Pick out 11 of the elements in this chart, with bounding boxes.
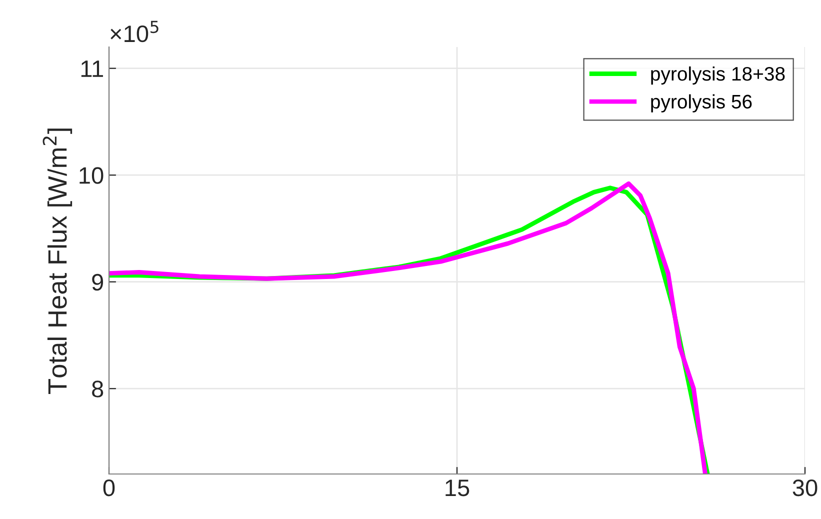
legend-label: pyrolysis 18+38 <box>651 66 785 85</box>
y-tick-label: 10 <box>80 167 104 184</box>
text: ×10$^{5}$ <box>110 20 158 42</box>
x-tick-label: 15 <box>446 480 470 496</box>
x-tick-label: 0 <box>103 479 115 496</box>
y-tick-label: 9 <box>92 274 104 291</box>
x-tick-label: 30 <box>792 479 818 496</box>
y-tick-label: 11 <box>81 60 103 77</box>
y-axis-title: Total Heat Flux [W/m$^{2}$] <box>42 128 72 394</box>
legend-label: pyrolysis 56 <box>651 94 752 112</box>
y-tick-label: 8 <box>92 380 104 398</box>
